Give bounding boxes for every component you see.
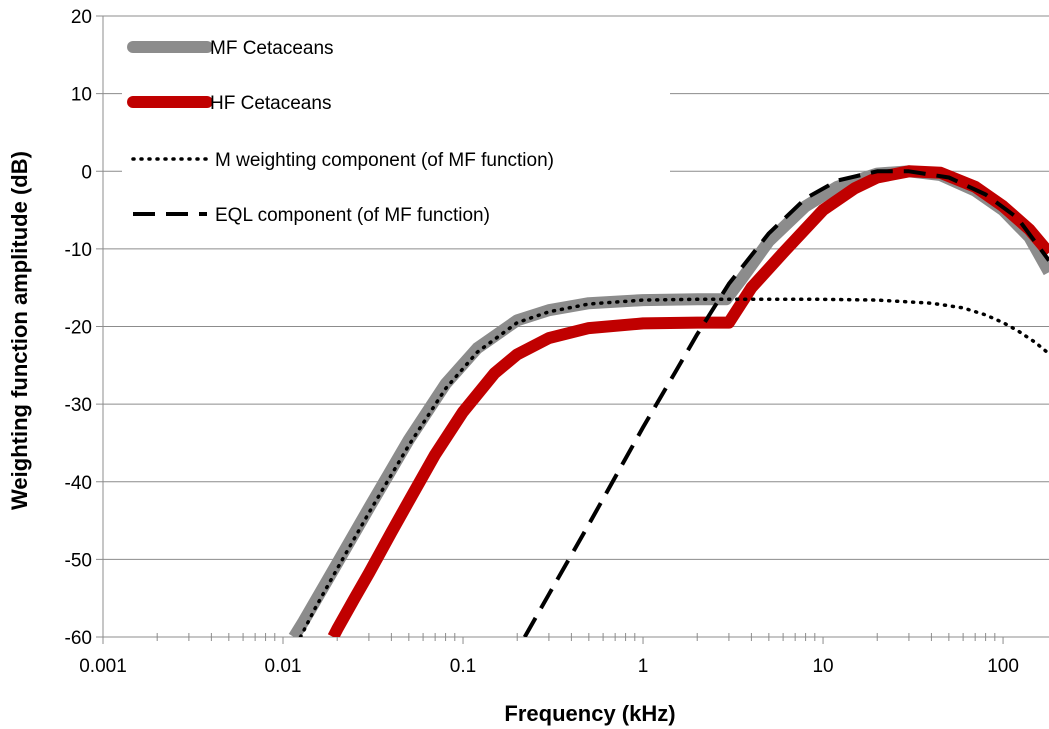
- legend-item-m-weighting-label: M weighting component (of MF function): [215, 150, 554, 171]
- hf-cetaceans-line: [327, 165, 1049, 637]
- legend-background: [122, 24, 670, 240]
- y-tick-label: -20: [65, 318, 92, 339]
- x-tick-label: 100: [987, 656, 1019, 677]
- y-tick-label: 20: [71, 7, 92, 28]
- y-axis-title: Weighting function amplitude (dB): [7, 151, 32, 510]
- y-tick-label: 10: [71, 85, 92, 106]
- legend-item-hf-label: HF Cetaceans: [210, 93, 331, 114]
- legend-box: [122, 24, 670, 240]
- x-tick-label: 0.001: [79, 656, 127, 677]
- legend-item-mf-label: MF Cetaceans: [210, 38, 334, 59]
- y-tick-label: -50: [65, 550, 92, 571]
- eql-line: [522, 169, 1049, 637]
- legend: MF Cetaceans HF Cetaceans M weighting comp…: [127, 38, 554, 226]
- series-lines: [288, 165, 1049, 637]
- y-tick-label: -30: [65, 395, 92, 416]
- x-axis-title: Frequency (kHz): [504, 701, 675, 726]
- x-tick-label: 0.1: [450, 656, 476, 677]
- m-weighting-line: [298, 297, 1049, 637]
- x-tick-label: 10: [812, 656, 833, 677]
- x-tick-label: 1: [638, 656, 649, 677]
- y-tick-label: -60: [65, 628, 92, 649]
- axes: [96, 15, 1004, 644]
- y-tick-label: -10: [65, 240, 92, 261]
- legend-item-eql-label: EQL component (of MF function): [215, 205, 490, 226]
- y-tick-label: 0: [81, 162, 92, 183]
- y-tick-label: -40: [65, 473, 92, 494]
- x-tick-label: 0.01: [265, 656, 302, 677]
